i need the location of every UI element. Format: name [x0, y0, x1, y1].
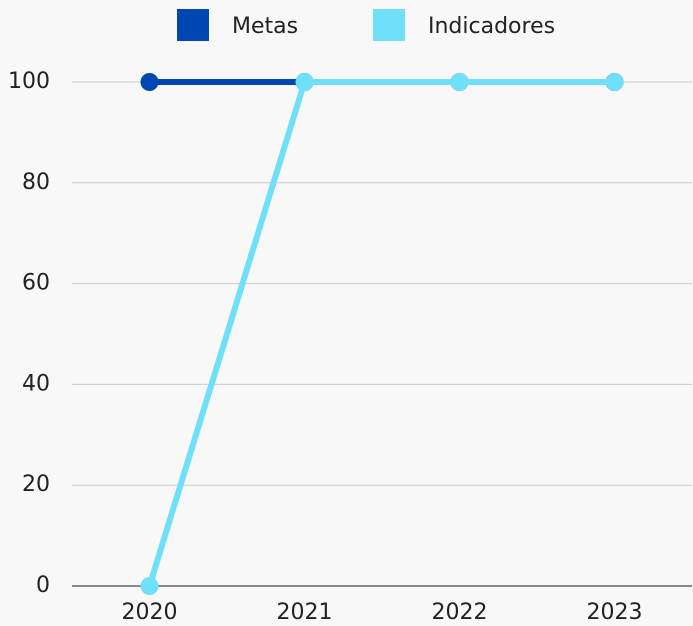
legend-label: Metas	[232, 14, 298, 39]
data-point	[140, 73, 159, 91]
series-line	[146, 79, 615, 587]
y-tick-label: 80	[22, 170, 50, 195]
data-point	[295, 73, 314, 91]
data-point	[450, 73, 469, 91]
x-tick-label: 2022	[432, 600, 488, 625]
legend-swatch	[177, 9, 209, 41]
x-tick-label: 2021	[277, 600, 333, 625]
y-tick-label: 40	[22, 371, 50, 396]
x-tick-label: 2023	[587, 600, 643, 625]
y-tick-label: 60	[22, 271, 50, 296]
legend-swatch	[373, 9, 405, 41]
x-tick-label: 2020	[122, 600, 178, 625]
legend-label: Indicadores	[428, 14, 555, 39]
y-tick-label: 0	[36, 573, 50, 598]
data-point	[140, 577, 159, 595]
y-tick-label: 100	[8, 69, 50, 94]
data-point	[605, 73, 624, 91]
y-tick-label: 20	[22, 472, 50, 497]
